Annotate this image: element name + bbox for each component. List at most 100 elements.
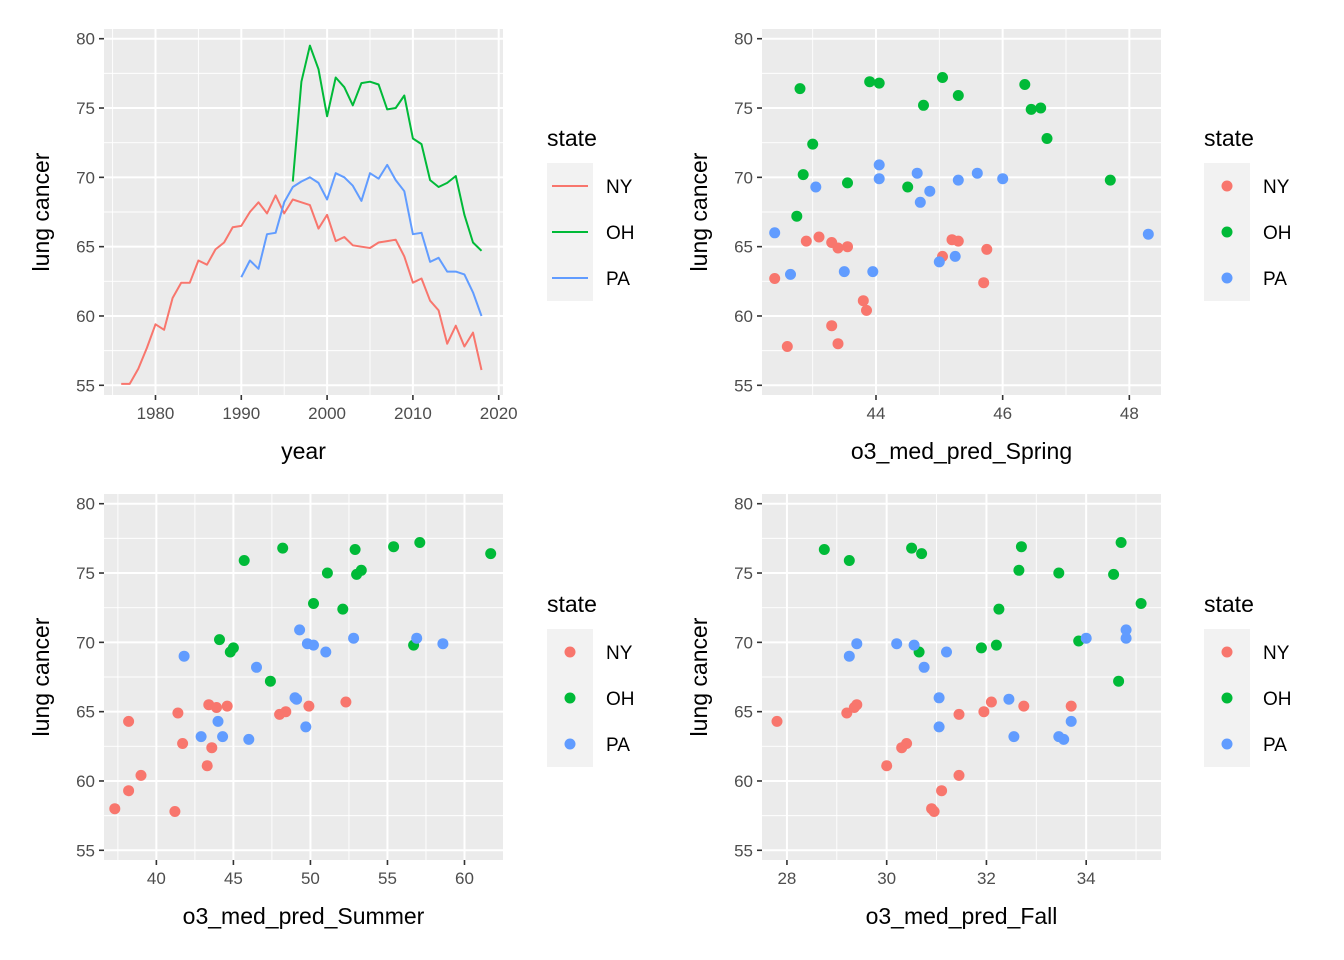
y-tick-label: 60 [76, 772, 95, 791]
data-point-ny [211, 702, 222, 713]
y-tick-label: 75 [734, 564, 753, 583]
data-point-ny [135, 769, 147, 781]
legend-keys: NY OH PA [1204, 163, 1292, 301]
data-point-oh [1035, 102, 1047, 114]
data-point-ny [169, 806, 181, 817]
data-point-pa [933, 692, 945, 704]
data-point-ny [985, 696, 997, 708]
x-tick-label: 55 [378, 869, 397, 888]
data-point-oh [308, 598, 319, 609]
grid-major [762, 494, 1161, 860]
data-point-oh [1113, 675, 1125, 687]
legend-keys: NY OH PA [547, 163, 635, 301]
grid-minor [104, 29, 503, 395]
y-tick-label: 65 [76, 238, 95, 257]
legend-keys: NY OH PA [547, 629, 635, 767]
data-point-pa [300, 721, 312, 733]
data-point-ny [172, 707, 184, 719]
marks [109, 537, 497, 817]
legend-label: OH [606, 689, 635, 710]
data-point-ny [981, 243, 993, 255]
legend-label: OH [1263, 223, 1292, 244]
y-tick-label: 70 [76, 633, 95, 652]
y-tick-label: 55 [76, 376, 95, 395]
data-point-ny [881, 760, 893, 772]
data-point-oh [794, 83, 806, 95]
y-tick-label: 55 [734, 841, 753, 860]
y-tick-label: 60 [734, 772, 753, 791]
data-point-ny [771, 715, 783, 727]
data-point-ny [781, 341, 793, 352]
data-point-pa [838, 266, 850, 278]
data-point-pa [924, 185, 936, 197]
data-point-oh [937, 72, 948, 83]
data-point-oh [990, 639, 1002, 651]
data-point-oh [1135, 598, 1147, 609]
data-point-ny [206, 742, 218, 754]
legend: state NY OH PA [1204, 591, 1292, 767]
legend-title: state [1204, 591, 1254, 617]
data-point-oh [1015, 541, 1027, 553]
data-point-ny [953, 769, 965, 781]
data-point-pa [212, 715, 224, 727]
data-point-pa [873, 159, 885, 171]
x-tick-label: 28 [777, 869, 796, 888]
panel-fall-chart: 28 30 32 34 55 60 65 70 75 80 o3_med_pred_Fall lu… [686, 494, 1292, 929]
legend-label: OH [606, 223, 635, 244]
panel-spring-chart: 44 46 48 55 60 65 70 75 80 o3_med_pred_Spring lu… [686, 29, 1292, 464]
data-point-ny [1018, 700, 1030, 712]
marks [771, 537, 1147, 817]
legend-key-point [564, 646, 576, 658]
data-point-pa [294, 624, 306, 636]
y-axis-title: lung cancer [686, 152, 712, 271]
y-axis-title: lung cancer [28, 617, 54, 736]
data-point-oh [906, 542, 918, 554]
data-point-ny [851, 699, 863, 711]
data-point-oh [864, 76, 876, 88]
axis-ticks: 44 46 48 55 60 65 70 75 80 [734, 30, 1139, 423]
data-point-pa [785, 268, 796, 280]
x-axis-title: o3_med_pred_Spring [851, 438, 1072, 464]
data-point-ny [201, 760, 213, 772]
data-point-oh [485, 548, 497, 560]
y-tick-label: 75 [76, 99, 95, 118]
data-point-oh [843, 555, 855, 566]
data-point-oh [1053, 567, 1065, 579]
data-point-pa [243, 733, 255, 745]
data-point-pa [851, 638, 863, 650]
data-point-oh [807, 138, 819, 150]
legend-title: state [547, 591, 597, 617]
data-point-pa [195, 731, 207, 743]
data-point-oh [349, 544, 361, 555]
grid-minor [104, 494, 503, 860]
axis-ticks: 1980 1990 2000 2010 2020 55 60 65 70 75 80 [76, 30, 518, 423]
data-point-oh [791, 210, 803, 222]
data-point-ny [861, 304, 872, 316]
data-point-pa [1142, 228, 1154, 240]
legend-keys: NY OH PA [1204, 629, 1292, 767]
data-point-ny [952, 235, 964, 247]
data-point-oh [337, 603, 349, 615]
legend: state NY OH PA [547, 125, 635, 301]
data-point-pa [867, 266, 879, 278]
legend: state NY OH PA [547, 591, 635, 767]
data-point-pa [933, 256, 945, 268]
data-point-ny [800, 235, 812, 247]
data-point-pa [1065, 715, 1077, 727]
data-point-ny [953, 708, 965, 720]
y-axis-title: lung cancer [686, 617, 712, 736]
legend-label: PA [606, 269, 630, 290]
data-point-pa [843, 650, 855, 662]
data-point-ny [221, 700, 233, 712]
grid-minor [762, 29, 1161, 395]
data-point-ny [901, 738, 913, 749]
legend-key-point [1221, 272, 1233, 284]
legend-label: PA [1263, 735, 1287, 756]
data-point-oh [1025, 103, 1037, 115]
data-point-ny [978, 277, 990, 289]
legend: state NY OH PA [1204, 125, 1292, 301]
data-point-pa [348, 632, 360, 644]
axis-ticks: 28 30 32 34 55 60 65 70 75 80 [734, 495, 1096, 888]
data-point-pa [891, 638, 903, 650]
data-point-oh [1041, 133, 1053, 144]
